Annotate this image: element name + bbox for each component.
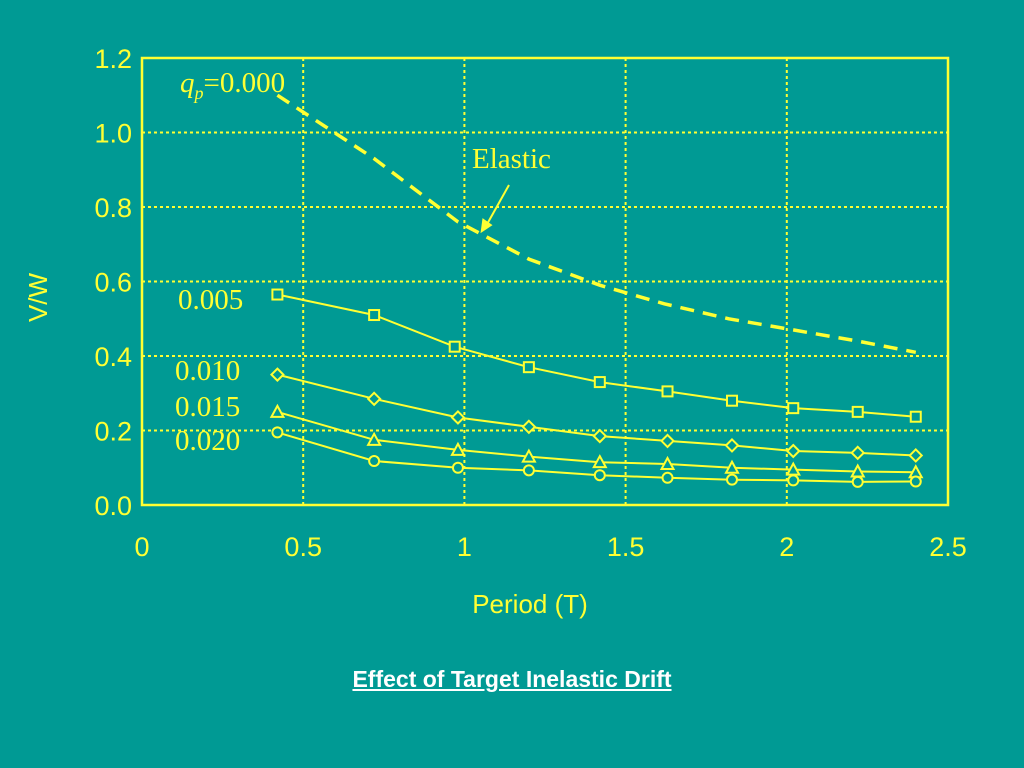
circle-marker: [522, 464, 535, 477]
series-line-0-005: [277, 293, 916, 418]
diamond-marker: [592, 428, 608, 444]
series-label: 0.015: [175, 391, 240, 423]
circle-marker: [593, 469, 606, 482]
series-label-equals: =: [204, 67, 220, 99]
diamond-marker: [850, 445, 866, 461]
series-label: qp=0.000: [180, 67, 285, 103]
triangle-marker: [366, 431, 382, 446]
diamond-marker: [724, 437, 740, 453]
series-label: 0.020: [175, 425, 240, 457]
square-marker: [851, 405, 864, 418]
triangle-marker: [659, 455, 676, 471]
square-marker: [448, 340, 461, 353]
square-marker: [787, 402, 800, 415]
diamond-marker: [660, 433, 675, 449]
plot-area-frame: [140, 56, 950, 507]
triangle-marker: [450, 441, 466, 456]
series-label: 0.005: [178, 284, 243, 316]
square-marker: [909, 410, 922, 423]
y-tick-label: 1.0: [94, 119, 132, 149]
series-line-0-020: [277, 431, 916, 483]
square-marker: [725, 394, 738, 407]
series-label-value: 0.005: [178, 284, 243, 316]
y-tick-label: 0.2: [94, 417, 132, 447]
y-tick-label: 0.8: [94, 193, 132, 223]
diamond-marker: [366, 391, 382, 407]
elastic-label: Elastic: [472, 143, 551, 175]
annotations: Elastic: [472, 143, 551, 234]
square-marker: [368, 309, 381, 322]
x-tick-label: 2.5: [929, 532, 967, 562]
series-label-symbol: q: [180, 67, 195, 99]
circle-marker: [368, 455, 381, 468]
circle-marker: [851, 475, 864, 488]
series-label-value: 0.015: [175, 391, 240, 423]
circle-marker: [909, 475, 922, 488]
series-line-0-000: [276, 93, 917, 355]
series-line-0-010: [277, 373, 916, 457]
y-tick-label: 0.0: [94, 491, 132, 521]
triangle-marker: [521, 448, 537, 463]
series-label-subscript: p: [193, 83, 204, 103]
annotation-arrow-line: [485, 184, 510, 226]
x-tick-label: 1.5: [607, 532, 645, 562]
diamond-marker: [785, 443, 801, 459]
square-marker: [661, 385, 674, 398]
triangle-marker: [269, 403, 286, 418]
tick-labels: 0 0.5 1 1.5 2 2.5 0.0 0.2 0.4 0.6 0.8 1.0 1.2: [94, 44, 966, 562]
square-marker: [593, 376, 606, 389]
circle-marker: [451, 461, 464, 474]
y-tick-label: 0.6: [94, 268, 132, 298]
grid: [142, 58, 948, 505]
triangle-marker: [724, 459, 740, 474]
annotation-arrow-head: [480, 218, 493, 234]
circle-marker: [661, 471, 674, 484]
series-label-value: 0.000: [220, 67, 285, 99]
circle-marker: [787, 474, 800, 487]
x-tick-label: 1: [457, 532, 472, 562]
series-line-0-015: [277, 410, 916, 474]
y-tick-label: 0.4: [94, 342, 132, 372]
circle-marker: [271, 426, 284, 439]
x-tick-label: 0: [134, 532, 149, 562]
triangle-marker: [592, 454, 608, 469]
slide-caption: Effect of Target Inelastic Drift: [352, 666, 672, 692]
y-tick-label: 1.2: [94, 44, 132, 74]
x-axis-label: Period (T): [472, 589, 588, 619]
series-layer: [269, 93, 924, 488]
square-marker: [522, 361, 535, 374]
x-tick-label: 2: [779, 532, 794, 562]
circle-marker: [725, 473, 738, 486]
series-label: 0.010: [175, 355, 240, 387]
square-marker: [271, 288, 284, 301]
diamond-marker: [908, 448, 924, 463]
diamond-marker: [269, 367, 285, 383]
y-axis-label: V/W: [23, 272, 53, 322]
series-label-value: 0.020: [175, 425, 240, 457]
diamond-marker: [450, 410, 466, 425]
series-label-value: 0.010: [175, 355, 240, 387]
diamond-marker: [521, 419, 537, 435]
x-tick-label: 0.5: [284, 532, 322, 562]
